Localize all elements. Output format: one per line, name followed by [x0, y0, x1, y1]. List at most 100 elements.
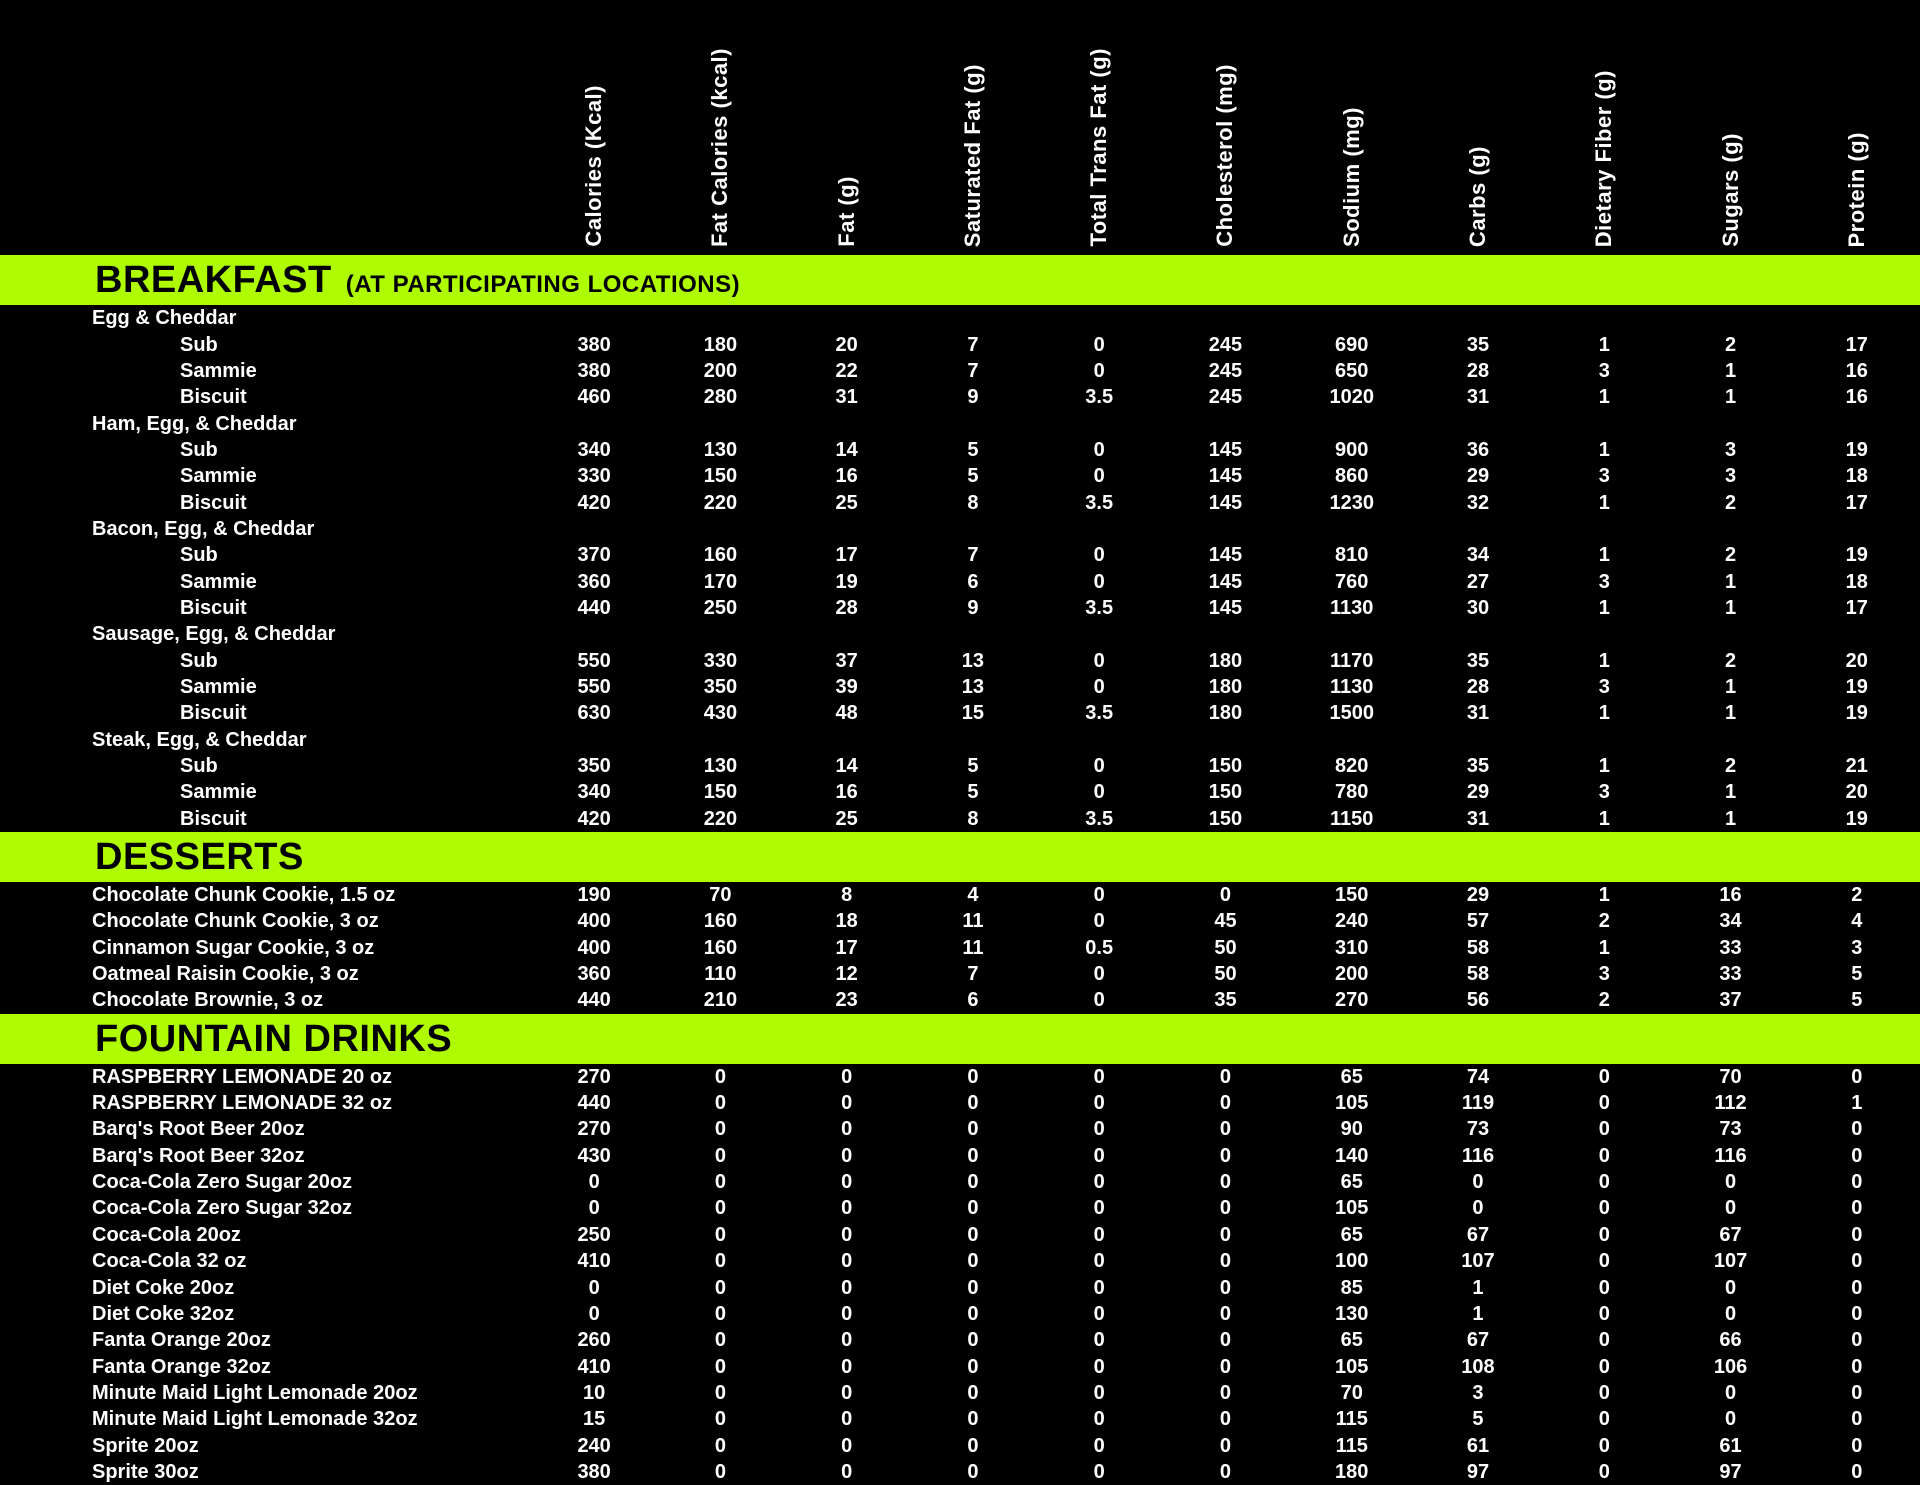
menu-item-row: Sprite 20oz 240 0 0 0 0 0 115 61 0 61 0 [0, 1432, 1920, 1458]
item-name: Fanta Orange 20oz [92, 1330, 271, 1351]
nutrition-value: 0 [1724, 1381, 1737, 1404]
nutrition-value: 820 [1335, 755, 1369, 778]
nutrition-value: 0 [1219, 1171, 1232, 1194]
menu-item-row: Minute Maid Light Lemonade 32oz 15 0 0 0 0 0 11… [0, 1406, 1920, 1432]
column-header-cell-fat-g: Fat (g) [784, 0, 910, 255]
menu-item-row: Chocolate Chunk Cookie, 1.5 oz 190 70 8 4 0 0 1… [0, 882, 1920, 908]
nutrition-value: 330 [703, 649, 738, 672]
nutrition-value: 116 [1461, 1144, 1495, 1167]
nutrition-value: 0 [714, 1460, 726, 1483]
nutrition-value: 35 [1466, 333, 1490, 356]
menu-item-row: Biscuit 460 280 31 9 3.5 245 1020 31 1 1 16 [0, 384, 1920, 410]
item-name: Cinnamon Sugar Cookie, 3 oz [92, 937, 375, 958]
nutrition-value: 73 [1719, 1118, 1742, 1141]
section-title: DESSERTS [95, 835, 304, 878]
column-header-label: Protein (g) [1843, 131, 1869, 248]
column-header-label: Fat (g) [833, 176, 859, 247]
nutrition-value: 0 [1598, 1355, 1610, 1378]
nutrition-value: 0 [1093, 1197, 1105, 1220]
menu-item-row: Biscuit 420 220 25 8 3.5 145 1230 32 1 2 17 [0, 489, 1920, 515]
nutrition-value: 0 [1851, 1329, 1863, 1352]
nutrition-value: 3 [1724, 465, 1737, 488]
nutrition-value: 0 [1598, 1302, 1610, 1325]
group-name: Egg & Cheddar [92, 308, 237, 329]
nutrition-value: 0 [841, 1329, 853, 1352]
item-name: Biscuit [180, 492, 247, 513]
nutrition-value: 170 [703, 570, 738, 593]
nutrition-value: 1 [1724, 359, 1737, 382]
nutrition-value: 107 [1461, 1250, 1495, 1273]
nutrition-value: 810 [1335, 544, 1369, 567]
nutrition-value: 74 [1466, 1065, 1490, 1088]
nutrition-value: 5 [967, 755, 979, 778]
nutrition-value: 0 [1093, 1065, 1105, 1088]
item-name: Chocolate Chunk Cookie, 3 oz [92, 911, 379, 932]
nutrition-value: 440 [577, 1092, 611, 1115]
column-header-label: Dietary Fiber (g) [1591, 69, 1617, 247]
nutrition-value: 1130 [1330, 675, 1374, 698]
nutrition-value: 0 [1851, 1250, 1863, 1273]
nutrition-value: 3 [1598, 570, 1610, 593]
nutrition-value: 0 [841, 1250, 853, 1273]
nutrition-value: 0 [1851, 1408, 1863, 1431]
nutrition-value: 34 [1719, 910, 1742, 933]
nutrition-value: 3 [1598, 465, 1610, 488]
menu-item-row: Chocolate Brownie, 3 oz 440 210 23 6 0 35 270 56… [0, 987, 1920, 1013]
nutrition-value: 780 [1335, 781, 1369, 804]
nutrition-value: 240 [1335, 910, 1369, 933]
nutrition-value: 115 [1335, 1408, 1368, 1431]
item-name: Fanta Orange 32oz [92, 1356, 271, 1377]
nutrition-value: 25 [835, 807, 858, 830]
nutrition-value: 37 [1719, 989, 1742, 1012]
nutrition-value: 350 [577, 755, 611, 778]
nutrition-value: 3 [1724, 438, 1737, 461]
nutrition-value: 760 [1335, 570, 1369, 593]
section-band-breakfast: BREAKFAST (AT PARTICIPATING LOCATIONS) [0, 255, 1920, 305]
nutrition-value: 17 [835, 936, 858, 959]
nutrition-value: 12 [835, 963, 858, 986]
nutrition-value: 1 [1724, 386, 1737, 409]
menu-item-row: Sammie 330 150 16 5 0 145 860 29 3 3 18 [0, 463, 1920, 489]
nutrition-value: 0 [841, 1171, 853, 1194]
nutrition-value: 21 [1845, 755, 1868, 778]
section-band-fountain-drinks: FOUNTAIN DRINKS [0, 1013, 1920, 1064]
nutrition-value: 0 [1093, 963, 1105, 986]
item-name: Coca-Cola 32 oz [92, 1251, 247, 1272]
item-name: Sammie [180, 360, 257, 381]
nutrition-value: 1 [1598, 807, 1610, 830]
nutrition-value: 2 [1851, 884, 1863, 907]
nutrition-value: 1 [1598, 386, 1610, 409]
nutrition-value: 0 [1093, 438, 1105, 461]
nutrition-value: 0 [841, 1065, 853, 1088]
nutrition-value: 145 [1208, 438, 1243, 461]
section-band-inner: FOUNTAIN DRINKS [95, 1020, 452, 1058]
nutrition-value: 50 [1214, 963, 1237, 986]
nutrition-value: 29 [1466, 781, 1490, 804]
nutrition-value: 0 [1219, 1434, 1232, 1457]
nutrition-value: 0 [841, 1460, 853, 1483]
nutrition-value: 3.5 [1085, 596, 1114, 619]
nutrition-value: 0 [1093, 755, 1105, 778]
nutrition-value: 0 [841, 1381, 853, 1404]
nutrition-value: 0 [1851, 1434, 1863, 1457]
nutrition-value: 13 [961, 649, 985, 672]
item-name: Sub [180, 545, 218, 566]
item-name: Minute Maid Light Lemonade 32oz [92, 1409, 418, 1430]
nutrition-value: 250 [577, 1223, 611, 1246]
nutrition-value: 0 [1093, 675, 1105, 698]
item-name: Barq's Root Beer 20oz [92, 1119, 305, 1140]
nutrition-value: 0 [1093, 649, 1105, 672]
nutrition-value: 0 [1093, 1434, 1105, 1457]
menu-item-row: Sammie 360 170 19 6 0 145 760 27 3 1 18 [0, 568, 1920, 594]
nutrition-value: 27 [1466, 570, 1490, 593]
nutrition-value: 0 [967, 1302, 979, 1325]
nutrition-value: 0 [1219, 1065, 1232, 1088]
nutrition-value: 270 [1335, 989, 1369, 1012]
nutrition-value: 48 [835, 702, 858, 725]
nutrition-value: 115 [1335, 1434, 1368, 1457]
nutrition-value: 150 [703, 781, 738, 804]
menu-item-row: Sub 370 160 17 7 0 145 810 34 1 2 19 [0, 542, 1920, 568]
item-name: Minute Maid Light Lemonade 20oz [92, 1382, 418, 1403]
nutrition-value: 0 [967, 1276, 979, 1299]
